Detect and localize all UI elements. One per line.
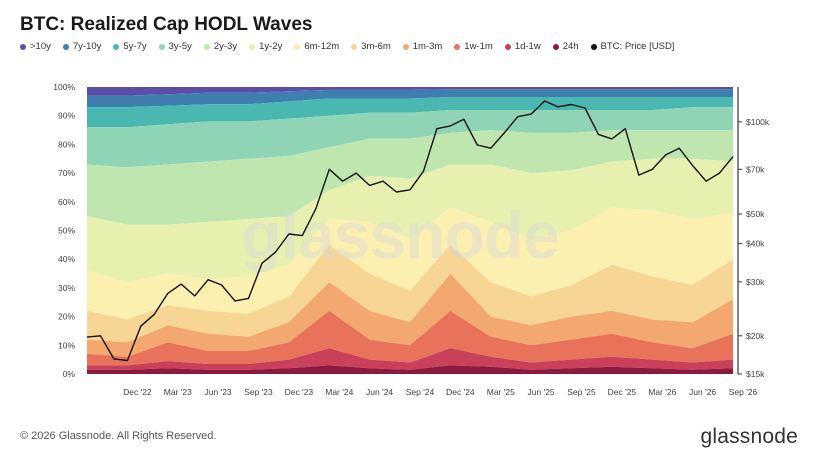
legend-item[interactable]: 2y-3y (203, 41, 238, 52)
y-right-tick-label: $15k (746, 369, 765, 379)
y-left-tick-label: 0% (63, 369, 76, 379)
x-tick-label: Mar '25 (487, 387, 515, 397)
legend-label: 1m-3m (412, 41, 443, 52)
legend-label: >10y (30, 41, 51, 52)
y-right-tick-label: $100k (746, 117, 770, 127)
area-band-1y-2y (87, 158, 733, 283)
brand-logo-text: glassnode (700, 425, 798, 448)
legend-label: 2y-3y (213, 41, 238, 52)
legend-label: 1w-1m (464, 41, 493, 52)
legend-dot-icon (402, 43, 409, 50)
legend-label: 5y-7y (123, 41, 147, 52)
x-tick-label: Sep '24 (406, 387, 435, 397)
x-tick-label: Mar '24 (325, 387, 353, 397)
legend-dot-icon (249, 43, 256, 50)
x-tick-label: Dec '22 (123, 387, 152, 397)
area-band-1m-3m (87, 273, 733, 357)
area-band-3y-5y (87, 107, 733, 168)
x-tick-label: Jun '25 (528, 387, 555, 397)
x-tick-label: Jun '23 (205, 387, 232, 397)
legend-dot-icon (552, 43, 559, 50)
btc-price-line (86, 100, 734, 362)
y-left-tick-label: 70% (58, 168, 75, 178)
stacked-area-layer (87, 87, 733, 374)
area-band-6m-12m (87, 207, 733, 320)
x-tick-label: Dec '23 (285, 387, 314, 397)
x-tick-label: Mar '23 (164, 387, 192, 397)
legend-label: 1d-1w (514, 41, 541, 52)
legend-label: 3y-5y (168, 41, 192, 52)
area-band-7y-10y (87, 89, 733, 108)
legend-label: 24h (562, 41, 579, 52)
y-left-tick-label: 30% (58, 283, 75, 293)
legend-dot-icon (590, 43, 597, 50)
y-left-tick-label: 60% (58, 197, 75, 207)
y-left-tick-label: 40% (58, 254, 75, 264)
legend-label: BTC: Price [USD] (600, 41, 675, 52)
y-left-tick-label: 100% (53, 82, 75, 92)
price-line-layer (86, 100, 734, 362)
legend-item[interactable]: 1y-2y (249, 41, 282, 52)
x-tick-label: Jun '26 (689, 387, 716, 397)
legend-item[interactable]: BTC: Price [USD] (590, 41, 675, 52)
legend-dot-icon (504, 43, 511, 50)
legend-dot-icon (203, 43, 210, 50)
y-right-tick-label: $70k (746, 164, 765, 174)
chart-legend: >10y 7y-10y 5y-7y 3y-5y 2y-3y 1y-2y 6m-12m 3m-6… (20, 41, 674, 52)
x-tick-label: Dec '24 (446, 387, 475, 397)
legend-label: 7y-10y (72, 41, 102, 52)
legend-item[interactable]: 1d-1w (504, 41, 541, 52)
y-left-tick-label: 50% (58, 226, 75, 236)
x-tick-label: Dec '25 (608, 387, 637, 397)
y-left-tick-label: 10% (58, 340, 75, 350)
y-left-tick-label: 90% (58, 111, 75, 121)
axes-layer: 0% 10% 20% 30% 40% 50% 60% 70% 80% 90% 100% $15k $20… (53, 82, 770, 397)
y-right-tick-label: $20k (746, 331, 765, 341)
x-tick-label: Sep '23 (244, 387, 273, 397)
y-right-tick-label: $30k (746, 277, 765, 287)
legend-dot-icon (294, 43, 301, 50)
y-left-tick-label: 20% (58, 312, 75, 322)
area-band-24h (87, 365, 733, 374)
legend-item[interactable]: >10y (20, 41, 51, 52)
x-tick-label: Mar '26 (648, 387, 676, 397)
legend-dot-icon (62, 43, 69, 50)
legend-dot-icon (158, 43, 165, 50)
legend-item[interactable]: 5y-7y (113, 41, 147, 52)
legend-label: 1y-2y (259, 41, 283, 52)
y-right-tick-label: $50k (746, 209, 765, 219)
area-band--10y (87, 87, 733, 96)
legend-item[interactable]: 24h (552, 41, 579, 52)
legend-item[interactable]: 3m-6m (351, 41, 391, 52)
x-tick-label: Sep '25 (567, 387, 596, 397)
x-tick-label: Sep '26 (729, 387, 758, 397)
legend-label: 3m-6m (361, 41, 391, 52)
area-band-1d-1w (87, 348, 733, 370)
copyright-text: © 2026 Glassnode. All Rights Reserved. (20, 430, 217, 442)
legend-item[interactable]: 7y-10y (62, 41, 102, 52)
y-left-tick-label: 80% (58, 139, 75, 149)
legend-item[interactable]: 1w-1m (454, 41, 493, 52)
legend-dot-icon (454, 43, 461, 50)
legend-dot-icon (20, 43, 26, 50)
legend-label: 6m-12m (304, 41, 340, 52)
legend-item[interactable]: 3y-5y (158, 41, 192, 52)
legend-dot-icon (113, 43, 120, 50)
y-right-tick-label: $40k (746, 239, 765, 249)
x-tick-label: Jun '24 (366, 387, 393, 397)
legend-dot-icon (351, 43, 358, 50)
area-band-2y-3y (87, 130, 733, 225)
legend-item[interactable]: 6m-12m (294, 41, 339, 52)
legend-item[interactable]: 1m-3m (402, 41, 443, 52)
area-band-1w-1m (87, 310, 733, 366)
chart-title: BTC: Realized Cap HODL Waves (20, 14, 313, 35)
area-band-3m-6m (87, 244, 733, 343)
